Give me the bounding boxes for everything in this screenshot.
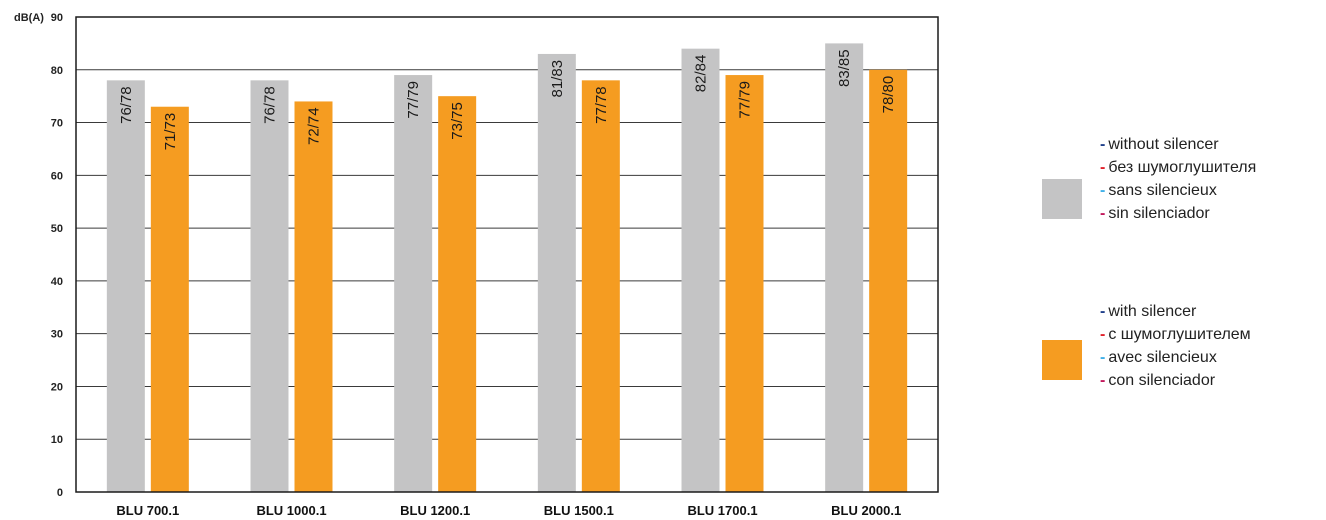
y-tick-label: 40 [51,276,63,288]
bar-chart: 0 10 20 30 40 50 60 70 80 90 dB(A) 76/78 71/73 BLU 70… [14,12,939,518]
bar-data-label: 76/78 [118,86,135,124]
legend-label: without silencer [1108,136,1219,153]
bar-data-label: 83/85 [836,49,853,87]
legend-entry: - without silencer [1100,133,1326,156]
legend-dash: - [1100,326,1106,343]
legend-dash: - [1100,159,1106,176]
bar-data-label: 77/79 [737,81,754,119]
bar-without-silencer [537,53,576,492]
bar-without-silencer [250,80,289,492]
legend-entry: - sans silencieux [1100,179,1326,202]
legend-entry: -с шумоглушителем [1100,323,1326,346]
legend-entry: - без шумоглушителя [1100,156,1326,179]
x-category-label: BLU 1200.1 [400,503,470,518]
y-tick-label: 20 [51,381,63,393]
bar-without-silencer [681,48,720,493]
y-tick-label: 10 [51,434,63,446]
legend-dash: - [1100,136,1106,153]
legend-label: avec silencieux [1108,349,1217,366]
bar-with-silencer [725,75,764,493]
y-axis-label: dB(A) [14,12,44,24]
legend-dash: - [1100,349,1106,366]
legend-entry: - con silenciador [1100,369,1326,392]
legend-dash: - [1100,372,1106,389]
bar-data-label: 71/73 [162,113,179,151]
legend-entry: - with silencer [1100,300,1326,323]
legend-entry: - sin silenciador [1100,202,1326,225]
bar-data-label: 82/84 [693,55,710,93]
bar-data-label: 76/78 [262,86,279,124]
y-tick-label: 80 [51,65,63,77]
legend-label: с шумоглушителем [1108,326,1251,343]
y-tick-label: 90 [51,12,63,24]
bar-data-label: 77/79 [405,81,422,119]
legend-label: sans silencieux [1108,182,1217,199]
bar-data-label: 78/80 [880,76,897,114]
bar-without-silencer [106,80,145,492]
bar-data-label: 81/83 [549,60,566,98]
bar-without-silencer [825,43,864,493]
bar-with-silencer [150,106,189,492]
plot-frame [75,16,939,493]
y-tick-label: 0 [57,487,63,499]
x-category-label: BLU 1700.1 [687,503,757,518]
legend-dash: - [1100,182,1106,199]
legend-entry: - avec silencieux [1100,346,1326,369]
x-category-label: BLU 700.1 [116,503,179,518]
bar-with-silencer [294,101,333,492]
bar-with-silencer [869,69,908,493]
bar-data-label: 72/74 [306,107,323,145]
legend-label: без шумоглушителя [1108,159,1257,176]
legend-swatch-orange [1042,340,1082,380]
y-tick-label: 60 [51,170,63,182]
legend-text-block: - without silencer - без шумоглушителя - sa… [1100,133,1326,225]
y-tick-label: 70 [51,118,63,130]
legend-text-block: - with silencer -с шумоглушителем - avec s… [1100,300,1326,392]
legend-dash: - [1100,205,1106,222]
bar-without-silencer [394,75,433,493]
legend-label: with silencer [1108,303,1197,320]
legend-label: con silenciador [1108,372,1216,389]
legend-label: sin silenciador [1108,205,1210,222]
bar-with-silencer [438,96,477,493]
bar-data-label: 73/75 [449,102,466,140]
legend-swatch-gray [1042,179,1082,219]
x-category-label: BLU 1000.1 [256,503,326,518]
x-category-label: BLU 1500.1 [544,503,614,518]
bar-with-silencer [581,80,620,492]
y-tick-label: 30 [51,329,63,341]
legend-dash: - [1100,303,1106,320]
y-tick-label: 50 [51,223,63,235]
x-category-label: BLU 2000.1 [831,503,901,518]
bar-data-label: 77/78 [593,86,610,124]
